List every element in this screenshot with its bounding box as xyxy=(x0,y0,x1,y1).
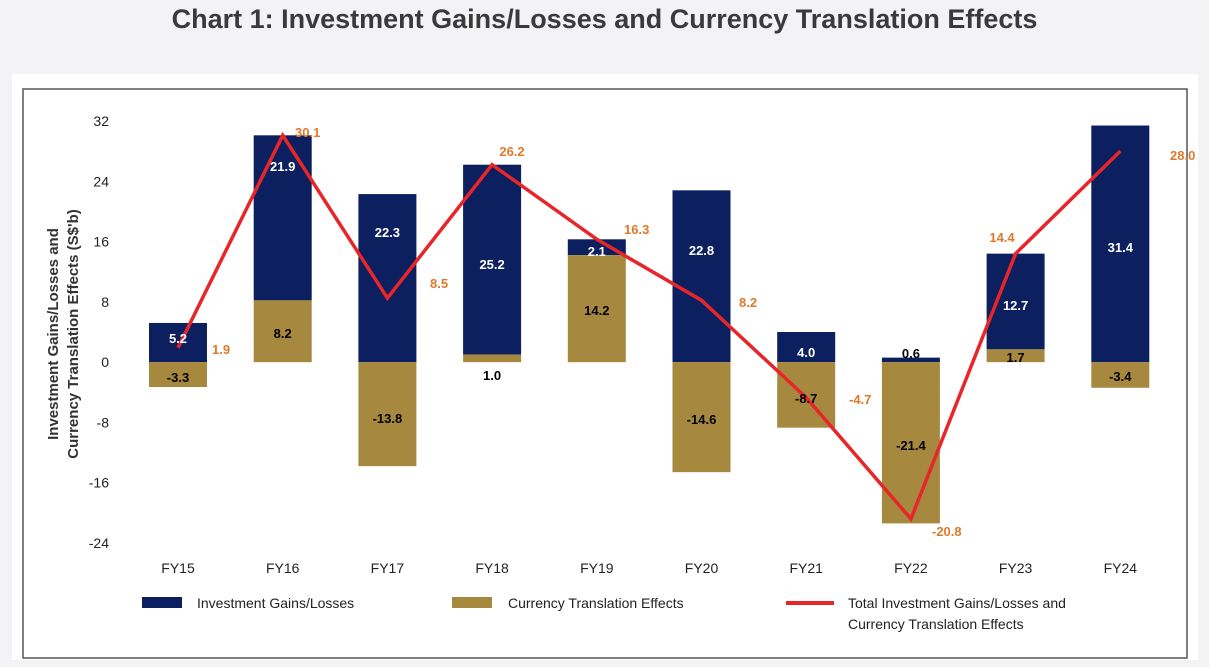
investment-bar xyxy=(881,357,940,363)
currency-bar xyxy=(253,300,312,363)
investment-bar xyxy=(149,322,207,363)
x-tick-label: FY22 xyxy=(894,560,928,576)
total-data-label: -20.8 xyxy=(932,524,962,539)
investment-data-label: 21.9 xyxy=(270,159,295,174)
x-tick-label: FY18 xyxy=(475,560,509,576)
x-tick-label: FY23 xyxy=(999,560,1033,576)
x-tick-label: FY16 xyxy=(266,560,300,576)
currency-bar xyxy=(672,362,731,473)
currency-bar xyxy=(463,354,522,363)
investment-data-label: 25.2 xyxy=(479,257,504,272)
currency-bar xyxy=(1091,362,1150,388)
currency-data-label: 8.2 xyxy=(274,326,292,341)
investment-bar xyxy=(358,194,417,363)
currency-data-label: -3.4 xyxy=(1109,369,1132,384)
legend-swatch-investment xyxy=(142,597,182,608)
investment-data-label: 0.6 xyxy=(902,346,920,361)
investment-data-label: 2.1 xyxy=(588,244,606,259)
x-tick-label: FY17 xyxy=(371,560,405,576)
x-tick-label: FY24 xyxy=(1104,560,1138,576)
legend: Investment Gains/Losses Currency Translat… xyxy=(142,595,1066,632)
chart-panel: 32 24 16 8 0 -8 -16 -24 Investment Gains/Losses … xyxy=(12,74,1198,660)
y-axis-label-line: Currency Translation Effects (S$'b) xyxy=(65,209,82,458)
currency-data-label: -21.4 xyxy=(896,438,926,453)
total-data-label: 28.0 xyxy=(1170,148,1195,163)
chart: 32 24 16 8 0 -8 -16 -24 Investment Gains/Losses … xyxy=(22,88,1195,659)
y-axis-label-line: Investment Gains/Losses and xyxy=(45,228,62,440)
page-title: Chart 1: Investment Gains/Losses and Cur… xyxy=(171,4,1038,34)
total-data-label: 16.3 xyxy=(624,222,649,237)
legend-label-investment: Investment Gains/Losses xyxy=(197,595,354,611)
investment-bar xyxy=(672,190,731,363)
x-tick-label: FY20 xyxy=(685,560,719,576)
x-tick-label: FY19 xyxy=(580,560,614,576)
legend-label-total-line: Currency Translation Effects xyxy=(848,616,1024,632)
total-data-label: 26.2 xyxy=(499,144,524,159)
investment-data-label: 22.3 xyxy=(375,225,400,240)
y-axis-label: Investment Gains/Losses and Currency Tran… xyxy=(45,209,82,458)
plot-frame xyxy=(22,88,1188,659)
investment-data-label: 22.8 xyxy=(689,243,714,258)
total-data-label: 8.5 xyxy=(430,276,448,291)
total-data-label: 30.1 xyxy=(295,125,320,140)
investment-bar xyxy=(567,239,626,256)
x-tick-label: FY15 xyxy=(161,560,195,576)
y-tick-label: -8 xyxy=(97,414,110,430)
y-tick-label: 16 xyxy=(93,234,109,250)
currency-bar xyxy=(567,255,626,363)
total-data-label: -4.7 xyxy=(849,392,871,407)
investment-bar xyxy=(463,164,522,355)
currency-data-label: -8.7 xyxy=(795,391,817,406)
currency-data-label: -14.6 xyxy=(687,412,717,427)
legend-swatch-currency xyxy=(452,597,492,608)
total-data-label: 14.4 xyxy=(989,230,1015,245)
investment-data-label: 31.4 xyxy=(1108,240,1134,255)
x-tick-label: FY21 xyxy=(789,560,823,576)
investment-data-label: 4.0 xyxy=(797,345,815,360)
investment-data-label: 12.7 xyxy=(1003,298,1028,313)
investment-data-label: 5.2 xyxy=(169,331,187,346)
total-data-label: 1.9 xyxy=(212,342,230,357)
y-tick-label: -24 xyxy=(89,535,109,551)
currency-data-label: -3.3 xyxy=(167,370,189,385)
currency-bar xyxy=(358,362,417,467)
y-tick-label: -16 xyxy=(89,475,109,491)
bars xyxy=(149,125,1150,524)
currency-bar xyxy=(986,349,1045,363)
currency-data-label: -13.8 xyxy=(373,411,403,426)
currency-data-label: 1.0 xyxy=(483,368,501,383)
legend-label-currency: Currency Translation Effects xyxy=(508,595,684,611)
investment-bar xyxy=(1091,125,1150,363)
y-tick-label: 32 xyxy=(93,113,109,129)
legend-label-total-line: Total Investment Gains/Losses and xyxy=(848,595,1066,611)
currency-bar xyxy=(777,362,836,428)
currency-data-label: 14.2 xyxy=(584,303,609,318)
currency-bar xyxy=(149,362,207,388)
total-data-label: 8.2 xyxy=(739,295,757,310)
y-tick-label: 0 xyxy=(101,354,109,370)
total-line xyxy=(176,131,1122,523)
investment-bar xyxy=(777,332,836,363)
y-tick-label: 8 xyxy=(101,294,109,310)
legend-label-total: Total Investment Gains/Losses and Currenc… xyxy=(848,595,1066,632)
currency-data-label: 1.7 xyxy=(1007,350,1025,365)
y-tick-label: 24 xyxy=(93,173,109,189)
